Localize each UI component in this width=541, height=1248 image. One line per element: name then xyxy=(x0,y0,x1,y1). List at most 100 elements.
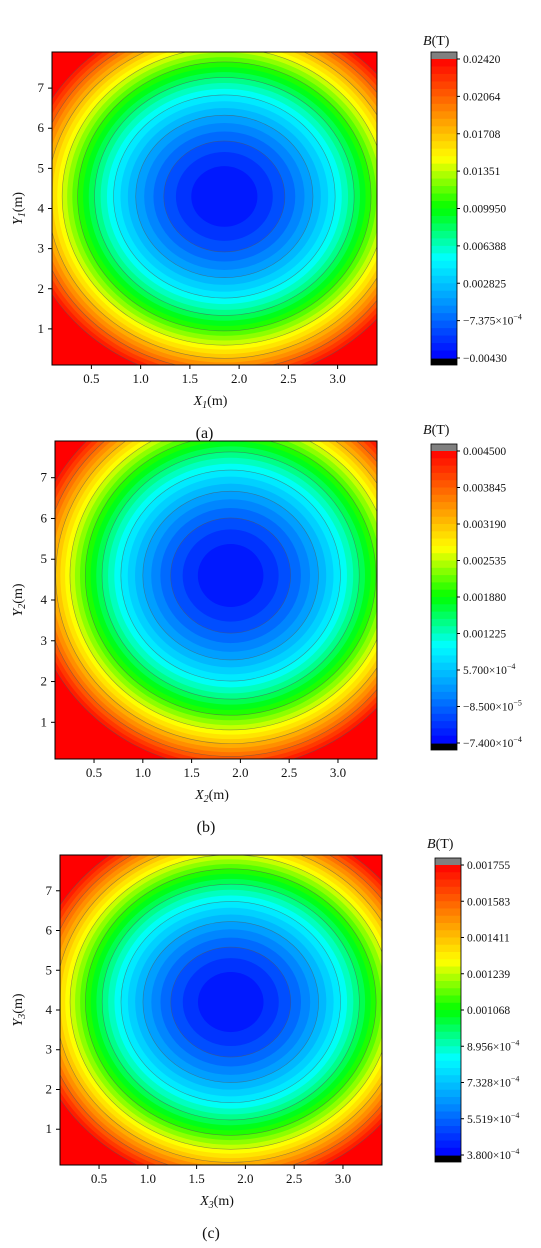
x-tick-label: 2.5 xyxy=(280,371,296,386)
colorbar-band xyxy=(435,908,461,917)
colorbar-tick-label: 8.956×10−4 xyxy=(467,1038,519,1053)
colorbar-over xyxy=(435,858,461,865)
y-tick-label: 7 xyxy=(38,80,45,95)
colorbar-band xyxy=(435,1024,461,1033)
colorbar-band xyxy=(431,626,457,635)
colorbar-band xyxy=(431,691,457,700)
colorbar-tick-label: 0.001880 xyxy=(463,592,506,604)
colorbar-band xyxy=(435,872,461,881)
colorbar-band xyxy=(431,268,457,277)
colorbar-band xyxy=(431,126,457,135)
colorbar-band xyxy=(431,73,457,83)
colorbar-tick-label: −7.400×10−4 xyxy=(463,735,522,750)
colorbar: 0.02420 0.02064 0.01708 0.01351 0.009950 0.00… xyxy=(430,51,522,366)
colorbar-tick-label: 0.001583 xyxy=(467,896,510,908)
contour-plot xyxy=(52,52,377,365)
colorbar-band xyxy=(435,1133,461,1142)
colorbar-band xyxy=(431,604,457,613)
y-tick-label: 1 xyxy=(46,1121,53,1136)
panel-label: (b) xyxy=(197,819,216,836)
colorbar-band xyxy=(431,118,457,127)
panel-3: 0.5 1.0 1.5 2.0 2.5 3.0 1 2 3 4 5 6 7 X3(m) Y3(m) (c) 0.… xyxy=(11,837,519,1242)
colorbar-tick-label: 0.002825 xyxy=(463,278,506,290)
colorbar-band xyxy=(435,1104,461,1113)
colorbar-band xyxy=(431,735,457,744)
colorbar-band xyxy=(431,201,457,210)
colorbar-band xyxy=(431,156,457,165)
colorbar-tick-label: 0.006388 xyxy=(463,241,506,253)
colorbar-band xyxy=(431,699,457,708)
y-tick-label: 2 xyxy=(38,281,45,296)
colorbar-tick-label: 0.004500 xyxy=(463,446,506,458)
colorbar-band xyxy=(435,1068,461,1076)
colorbar-over xyxy=(431,444,457,451)
colorbar-band xyxy=(435,886,461,895)
colorbar-band xyxy=(431,59,457,68)
x-tick-label: 1.0 xyxy=(140,1171,156,1186)
y-tick-label: 5 xyxy=(41,551,48,566)
colorbar-band xyxy=(435,1075,461,1084)
panel-label: (c) xyxy=(202,1225,220,1242)
colorbar-band xyxy=(435,894,461,902)
y-tick-label: 6 xyxy=(46,923,53,938)
colorbar-band xyxy=(435,937,461,946)
x-tick-label: 1.0 xyxy=(133,371,149,386)
y-tick-label: 3 xyxy=(46,1042,53,1057)
colorbar-band xyxy=(435,959,461,968)
colorbar-band xyxy=(435,930,461,939)
colorbar-tick-label: 0.01351 xyxy=(463,166,501,178)
y-axis-title: Y2(m) xyxy=(11,583,28,616)
colorbar-band xyxy=(431,458,457,467)
colorbar-band xyxy=(431,260,457,269)
colorbar-band xyxy=(435,1126,461,1134)
y-tick-label: 6 xyxy=(41,510,48,525)
colorbar-tick-label: 0.003845 xyxy=(463,483,506,495)
colorbar-band xyxy=(435,923,461,931)
colorbar-band xyxy=(431,677,457,686)
y-tick-label: 2 xyxy=(46,1081,53,1096)
colorbar-tick-label: 0.001411 xyxy=(467,933,510,945)
colorbar-band xyxy=(435,944,461,953)
colorbar-title: B(T) xyxy=(423,423,450,438)
y-tick-label: 1 xyxy=(38,321,45,336)
colorbar-band xyxy=(431,509,457,518)
colorbar-band xyxy=(435,952,461,960)
colorbar-band xyxy=(435,915,461,924)
colorbar-band xyxy=(431,298,457,307)
colorbar-title: B(T) xyxy=(427,837,454,852)
panel-1: 0.5 1.0 1.5 2.0 2.5 3.0 1 2 3 4 5 6 7 X1(m) Y1(m) (a) 0.… xyxy=(11,34,522,442)
colorbar-band xyxy=(435,1010,461,1018)
colorbar-tick-label: 5.700×10−4 xyxy=(463,662,515,677)
colorbar-under xyxy=(435,1155,461,1162)
colorbar-band xyxy=(431,343,457,352)
colorbar-band xyxy=(431,721,457,729)
colorbar-band xyxy=(431,245,457,254)
colorbar-band xyxy=(431,141,457,150)
colorbar-band xyxy=(435,1060,461,1069)
colorbar-band xyxy=(431,163,457,172)
colorbar-band xyxy=(431,670,457,678)
y-tick-label: 6 xyxy=(38,120,45,135)
colorbar-under xyxy=(431,743,457,750)
colorbar-tick-label: 0.001068 xyxy=(467,1005,510,1017)
contour-plot xyxy=(60,855,382,1165)
colorbar-band xyxy=(431,66,457,75)
colorbar-band xyxy=(431,253,457,262)
x-tick-label: 2.0 xyxy=(231,371,247,386)
colorbar-band xyxy=(431,230,457,239)
x-tick-label: 2.0 xyxy=(237,1171,253,1186)
colorbar-band xyxy=(431,103,457,112)
colorbar-band xyxy=(435,1097,461,1105)
colorbar-band xyxy=(431,328,457,337)
colorbar-band xyxy=(431,465,457,474)
colorbar-band xyxy=(431,133,457,142)
colorbar-band xyxy=(431,148,457,157)
colorbar-over xyxy=(431,52,457,59)
colorbar-tick-label: 0.02064 xyxy=(463,91,501,103)
colorbar-under xyxy=(431,358,457,365)
colorbar-band xyxy=(431,193,457,202)
colorbar-band xyxy=(431,531,457,540)
colorbar-band xyxy=(435,865,461,873)
x-tick-label: 1.5 xyxy=(182,371,198,386)
